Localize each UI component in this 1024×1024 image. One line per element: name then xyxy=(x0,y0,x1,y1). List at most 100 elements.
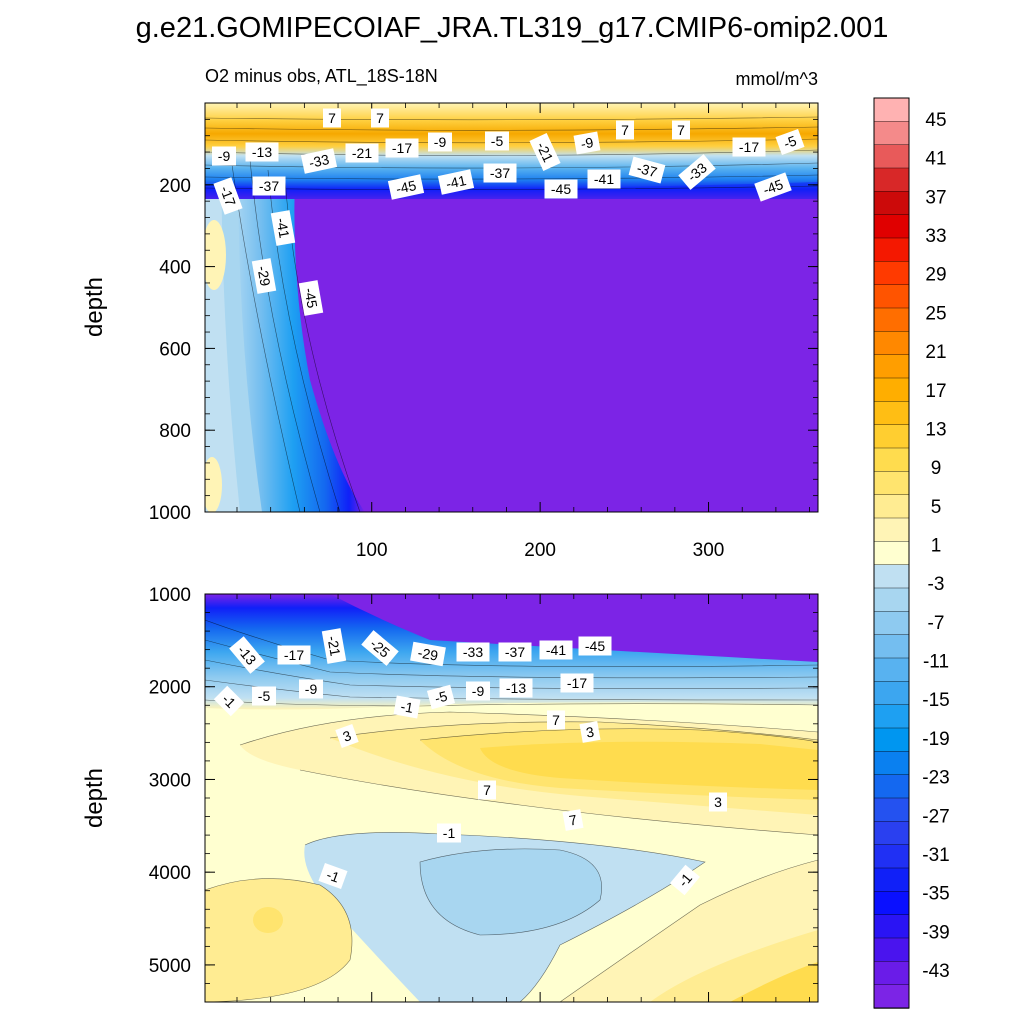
contour-label: -29 xyxy=(410,641,446,667)
contour-label-box xyxy=(361,630,399,666)
contour-label-box xyxy=(318,862,348,890)
y-tick-label: 1000 xyxy=(149,503,191,524)
y-tick-label: 1000 xyxy=(149,585,191,606)
colorbar-swatch xyxy=(873,261,910,286)
colorbar-label: 29 xyxy=(925,265,946,286)
contour-label-box xyxy=(385,138,419,158)
contour-label-text: 7 xyxy=(552,712,560,728)
colorbar-swatch xyxy=(873,144,910,169)
contour-label-box xyxy=(678,154,716,190)
contour-label-text: -13 xyxy=(506,680,526,696)
lower-y-axis-label: depth xyxy=(81,768,108,828)
colorbar-swatch xyxy=(873,237,910,263)
contour-label-box xyxy=(437,823,461,843)
contour-label-text: 7 xyxy=(376,110,384,126)
contour-label-box xyxy=(579,721,601,743)
contour-label-text: -1 xyxy=(399,698,414,716)
colorbar-swatch xyxy=(873,97,910,123)
lower-x-ticks xyxy=(236,594,810,1002)
contour-label-box xyxy=(529,133,561,171)
contour-label-text: -17 xyxy=(392,140,412,156)
y-tick-label: 600 xyxy=(159,339,191,360)
contour-label: -41 xyxy=(539,640,573,660)
contour-label: -9 xyxy=(299,679,323,699)
contour-label-text: -33 xyxy=(463,644,483,660)
colorbar-swatch xyxy=(873,751,910,776)
contour-label: -9 xyxy=(466,681,490,701)
contour-label-box xyxy=(371,108,389,128)
colorbar-swatch xyxy=(873,494,910,519)
colorbar-swatch xyxy=(873,167,910,193)
contour-label-text: -37 xyxy=(505,644,525,660)
contour-label: -45 xyxy=(754,172,792,202)
contour-label: -37 xyxy=(483,163,517,183)
colorbar-swatch xyxy=(873,961,910,986)
contour-label-box xyxy=(321,628,347,664)
contour-label-box xyxy=(478,780,496,800)
contour-label-box xyxy=(323,108,341,128)
contour-label-box xyxy=(587,169,621,189)
upper-panel: O2 minus obs, ATL_18S-18N mmol/m^3 xyxy=(81,66,819,561)
contour-label-text: 7 xyxy=(568,811,579,828)
contour-label-text: -29 xyxy=(254,265,273,288)
contour-label-box xyxy=(672,120,690,140)
lower-y-ticks: 1000 2000 3000 4000 5000 xyxy=(149,585,818,1003)
colorbar-swatch xyxy=(873,471,910,496)
colorbar-swatches xyxy=(873,97,910,1009)
contour-label-box xyxy=(578,636,612,656)
contour-label-box xyxy=(560,673,594,693)
contour-label: -41 xyxy=(270,210,296,246)
contour-label-box xyxy=(251,258,277,294)
contour-label-box xyxy=(483,163,517,183)
contour-label: -1 xyxy=(318,862,348,890)
contour-label-box xyxy=(345,143,379,163)
contour-label-text: -41 xyxy=(594,171,614,187)
colorbar-label: -31 xyxy=(922,845,949,866)
contour-label-text: -45 xyxy=(301,287,320,310)
contour-label-text: -45 xyxy=(394,177,417,197)
contour-label-box xyxy=(426,684,456,710)
contour-label: -37 xyxy=(498,642,532,662)
colorbar-label: -7 xyxy=(928,613,945,634)
contour-label: -1 xyxy=(393,695,421,719)
contour-label-box xyxy=(754,172,792,202)
colorbar-swatch xyxy=(873,681,910,706)
colorbar-label: -19 xyxy=(922,729,949,750)
contour-label-box xyxy=(616,120,634,140)
contour-label: -13 xyxy=(499,678,533,698)
colorbar-label: 25 xyxy=(925,303,946,324)
colorbar-swatch xyxy=(873,377,910,403)
colorbar-swatch xyxy=(873,657,910,683)
contour-label-box xyxy=(410,641,446,667)
colorbar-swatch xyxy=(873,517,910,543)
contour-label-text: -5 xyxy=(433,688,449,707)
colorbar-swatch xyxy=(873,354,910,379)
contour-label-text: 7 xyxy=(621,122,629,138)
colorbar-swatch xyxy=(873,447,910,473)
contour-label-box xyxy=(775,128,805,156)
colorbar-label: -39 xyxy=(922,922,949,943)
contour-label: -45 xyxy=(387,174,425,200)
y-tick-label: 3000 xyxy=(149,770,191,791)
colorbar-swatch xyxy=(873,914,910,939)
colorbar-label: 1 xyxy=(931,536,942,557)
contour-label-text: -21 xyxy=(352,145,372,161)
upper-units: mmol/m^3 xyxy=(736,69,818,89)
y-tick-label: 400 xyxy=(159,258,191,279)
contour-label-text: -17 xyxy=(217,184,239,209)
contour-label-text: -17 xyxy=(567,675,587,691)
contour-label: -33 xyxy=(300,148,338,174)
contour-label: 7 xyxy=(371,108,389,128)
contour-label-box xyxy=(212,146,236,166)
contour-label-text: -37 xyxy=(259,178,279,194)
contour-label: -17 xyxy=(385,138,419,158)
contour-label-box xyxy=(670,864,700,896)
contour-label-box xyxy=(732,137,766,157)
contour-label-box xyxy=(499,678,533,698)
contour-label: -9 xyxy=(573,131,601,155)
colorbar-swatch xyxy=(873,774,910,799)
colorbar-label: 21 xyxy=(925,342,946,363)
contour-label-text: -13 xyxy=(252,144,272,160)
colorbar-swatch xyxy=(873,611,910,636)
x-tick-label: 200 xyxy=(524,540,556,561)
